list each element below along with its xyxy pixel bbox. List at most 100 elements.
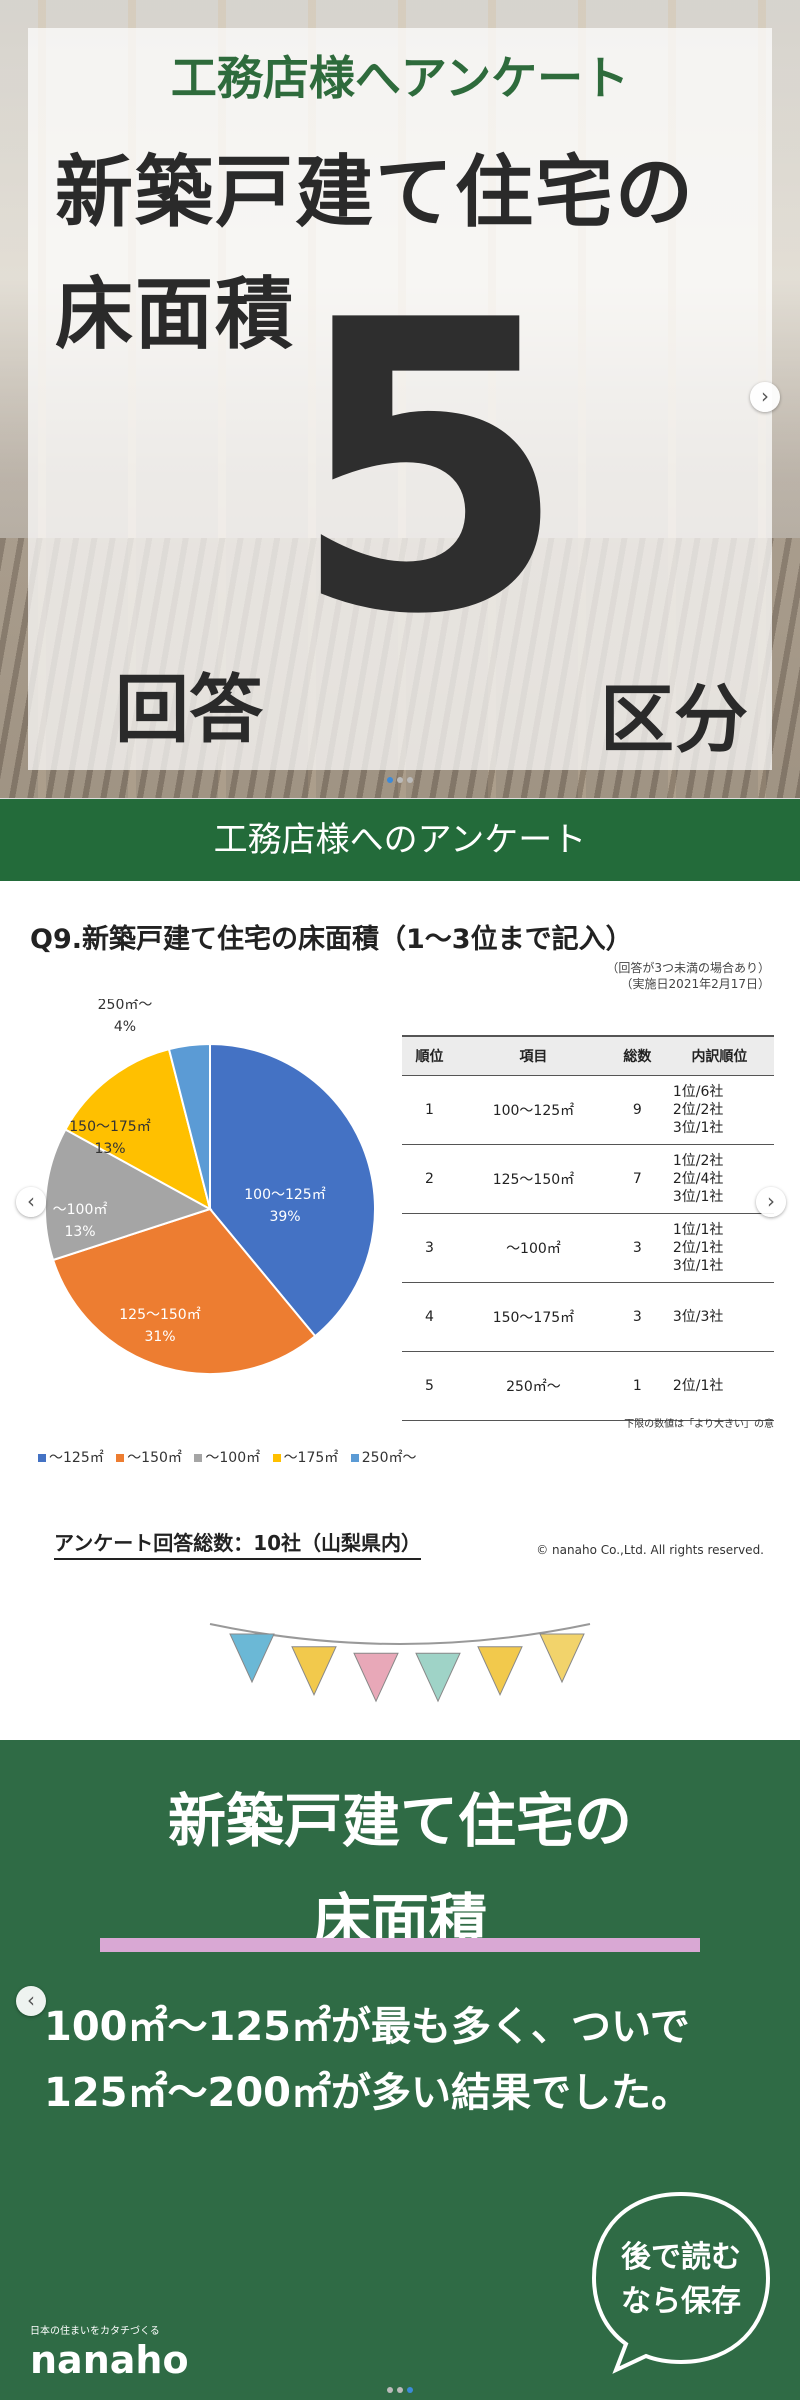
bunting-flag	[539, 1633, 585, 1684]
bunting-flag	[291, 1646, 337, 1697]
rank-cell: 4	[402, 1282, 457, 1352]
brand-logo: nanaho	[30, 2338, 189, 2382]
table-header: 内訳順位	[664, 1035, 774, 1076]
item-cell: 100～125㎡	[456, 1075, 610, 1145]
slide-cover: 工務店様へアンケート 新築戸建て住宅の 床面積 5 回答 区分 ›	[0, 0, 800, 798]
survey-date-note: （実施日2021年2月17日）	[620, 977, 770, 991]
bunting-flag	[415, 1652, 461, 1703]
pie-slice	[44, 1128, 213, 1262]
question-title: Q9.新築戸建て住宅の床面積（1～3位まで記入）	[30, 924, 633, 955]
legend-item: 250㎡～	[361, 1450, 417, 1466]
carousel-dot[interactable]	[387, 777, 393, 783]
rank-cell: 5	[402, 1351, 457, 1421]
slide-survey-results: 工務店様へのアンケート Q9.新築戸建て住宅の床面積（1～3位まで記入） （回答…	[0, 798, 800, 1605]
survey-header: 工務店様へのアンケート	[0, 799, 800, 881]
cover-label-right: 区分	[600, 677, 748, 763]
table-header: 順位	[402, 1035, 457, 1076]
pie-data-label: 4%	[114, 1019, 136, 1035]
detail-cell: 1位/1社 2位/1社 3位/1社	[664, 1213, 774, 1283]
pie-data-label: 31%	[144, 1329, 175, 1345]
legend-item: ～150㎡	[127, 1450, 182, 1466]
legend-item: ～175㎡	[283, 1450, 339, 1466]
chart-legend: ～125㎡ ～150㎡ ～100㎡ ～175㎡ 250㎡～	[30, 1447, 416, 1467]
item-cell: 250㎡～	[456, 1351, 610, 1421]
count-cell: 1	[609, 1351, 665, 1421]
table-row: 5 250㎡～ 1 2位/1社	[402, 1351, 774, 1421]
cover-title-line1: 新築戸建て住宅の	[55, 148, 696, 238]
detail-cell: 1位/2社 2位/4社 3位/1社	[664, 1144, 774, 1214]
rank-cell: 1	[402, 1075, 457, 1145]
item-cell: 125～150㎡	[456, 1144, 610, 1214]
speech-bubble-icon	[591, 2191, 771, 2374]
carousel-dot[interactable]	[407, 2387, 413, 2393]
pie-data-label: 100～125㎡	[244, 1187, 325, 1203]
item-cell: ～100㎡	[456, 1213, 610, 1283]
bunting-flag	[477, 1646, 523, 1697]
summary-body: 100㎡～125㎡が最も多く、ついで 125㎡～200㎡が多い結果でした。	[44, 1994, 691, 2126]
title-underline	[100, 1938, 700, 1952]
pie-chart: 100～125㎡ 39% 125～150㎡ 31% ～100㎡ 13% 150～175㎡ 13…	[44, 999, 376, 1375]
prev-arrow-icon[interactable]: ‹	[16, 1187, 46, 1217]
brand-tagline: 日本の住まいをカタチづくる	[30, 2326, 160, 2337]
carousel-dot[interactable]	[397, 2387, 403, 2393]
detail-cell: 2位/1社	[664, 1351, 774, 1421]
table-row: 2 125～150㎡ 7 1位/2社 2位/4社 3位/1社	[402, 1144, 774, 1214]
prev-arrow-icon[interactable]: ‹	[16, 1986, 46, 2016]
carousel-dot[interactable]	[387, 2387, 393, 2393]
carousel-dot[interactable]	[397, 777, 403, 783]
overlay-panel	[28, 28, 772, 770]
table-header: 項目	[456, 1035, 610, 1076]
pie-data-label: ～100㎡	[53, 1202, 108, 1218]
summary-line: 125㎡～200㎡が多い結果でした。	[44, 2070, 691, 2116]
bunting-string	[209, 1623, 591, 1645]
pie-slice	[209, 1042, 376, 1338]
summary-line: 100㎡～125㎡が最も多く、ついで	[44, 2004, 690, 2050]
cover-subtitle: 工務店様へアンケート	[170, 51, 630, 105]
rank-cell: 2	[402, 1144, 457, 1214]
rank-cell: 3	[402, 1213, 457, 1283]
table-footnote: 下限の数値は「より大きい」の意	[624, 1419, 774, 1430]
slide-summary: 新築戸建て住宅の 床面積 100㎡～125㎡が最も多く、ついで 125㎡～200…	[0, 1604, 800, 2400]
count-cell: 7	[609, 1144, 665, 1214]
table-row: 4 150～175㎡ 3 3位/3社	[402, 1282, 774, 1352]
bunting-flags	[209, 1623, 591, 1703]
table-row: 3 ～100㎡ 3 1位/1社 2位/1社 3位/1社	[402, 1213, 774, 1283]
table-header: 総数	[609, 1035, 665, 1076]
cover-big-number: 5	[290, 237, 569, 702]
pie-data-label: 13%	[64, 1224, 95, 1240]
pie-data-label: 39%	[269, 1209, 300, 1225]
detail-cell: 1位/6社 2位/2社 3位/1社	[664, 1075, 774, 1145]
bunting-flag	[353, 1652, 399, 1703]
copyright: © nanaho Co.,Ltd. All rights reserved.	[536, 1543, 764, 1557]
next-arrow-icon[interactable]: ›	[750, 382, 780, 412]
ranking-table: 順位 項目 総数 内訳順位 1 100～125㎡ 9 1位/6社 2位/2社 3位/…	[402, 1035, 774, 1421]
bunting-area	[0, 1604, 800, 1740]
survey-total: アンケート回答総数：10社（山梨県内）	[54, 1527, 422, 1560]
count-cell: 9	[609, 1075, 665, 1145]
detail-cell: 3位/3社	[664, 1282, 774, 1352]
summary-panel	[0, 1740, 800, 2400]
carousel-dots	[0, 2378, 800, 2397]
cover-label-left: 回答	[115, 667, 263, 753]
pie-data-label: 125～150㎡	[119, 1307, 200, 1323]
question-note: （回答が3つ未満の場合あり）	[606, 961, 770, 975]
table-row: 1 100～125㎡ 9 1位/6社 2位/2社 3位/1社	[402, 1075, 774, 1145]
pie-slice	[167, 1042, 211, 1210]
carousel-dots	[0, 768, 800, 787]
carousel-dot[interactable]	[407, 777, 413, 783]
next-arrow-icon[interactable]: ›	[756, 1187, 786, 1217]
cover-title-line2: 床面積	[55, 270, 296, 360]
pie-data-label: 150～175㎡	[69, 1119, 150, 1135]
pie-data-label: 13%	[94, 1141, 125, 1157]
pie-slice	[51, 1207, 317, 1375]
pie-slice	[64, 1047, 212, 1211]
bubble-text-line2: なら保存	[621, 2284, 741, 2319]
legend-item: ～100㎡	[205, 1450, 261, 1466]
item-cell: 150～175㎡	[456, 1282, 610, 1352]
summary-title-line1: 新築戸建て住宅の	[167, 1787, 632, 1855]
pie-data-label: 250㎡～	[98, 999, 153, 1013]
bubble-text-line1: 後で読む	[621, 2240, 741, 2275]
count-cell: 3	[609, 1282, 665, 1352]
legend-item: ～125㎡	[49, 1450, 104, 1466]
count-cell: 3	[609, 1213, 665, 1283]
